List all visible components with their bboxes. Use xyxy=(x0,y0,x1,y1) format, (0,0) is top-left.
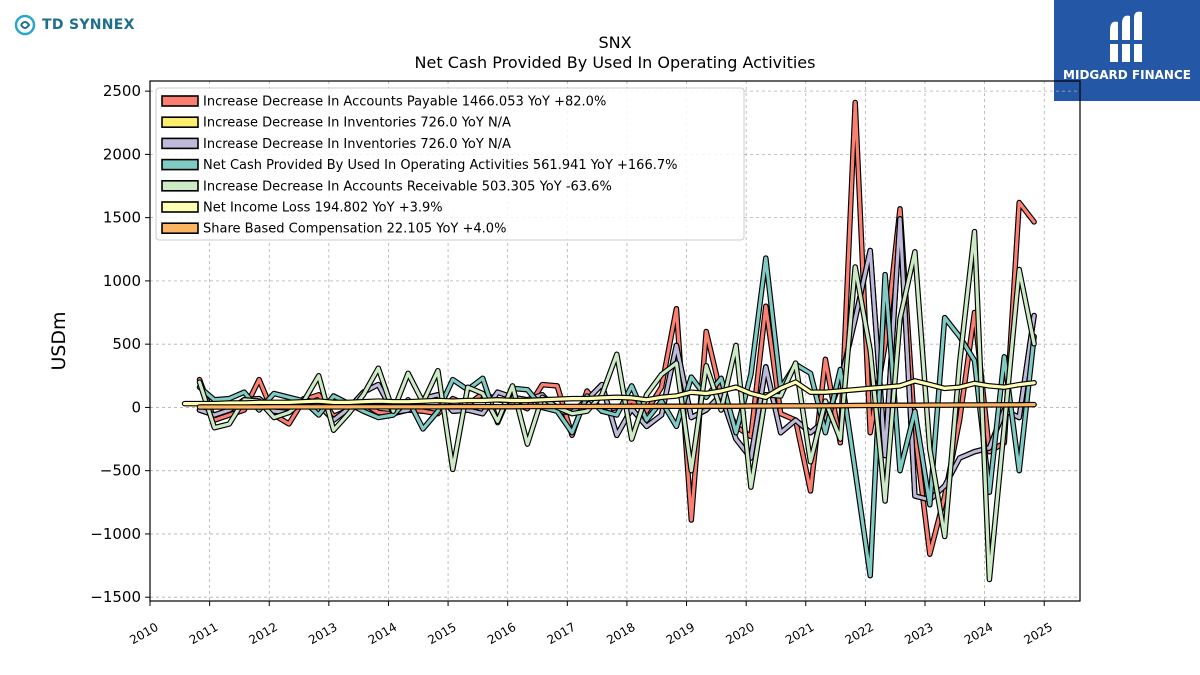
y-tick-label: 1000 xyxy=(103,272,141,290)
x-tick-label: 2019 xyxy=(664,620,697,647)
legend-swatch xyxy=(161,116,199,128)
td-synnex-logo: TD SYNNEX xyxy=(14,14,135,36)
series-line xyxy=(196,401,1037,410)
midgard-finance-logo-text: MIDGARD FINANCE xyxy=(1063,68,1191,82)
chart-title: SNX xyxy=(598,33,631,52)
x-tick-label: 2025 xyxy=(1022,620,1055,647)
y-tick-label: −500 xyxy=(100,462,141,480)
midgard-finance-logo-icon xyxy=(1110,11,1142,63)
x-tick-label: 2010 xyxy=(127,620,160,647)
series-line-stroke xyxy=(197,230,1036,582)
plot-frame xyxy=(149,80,1081,602)
x-tick-label: 2018 xyxy=(604,620,637,647)
midgard-finance-logo: MIDGARD FINANCE xyxy=(1054,0,1200,101)
series-group xyxy=(181,99,1037,583)
y-axis: −1500 −1000 −500 0 500 1000 1500 2000 2500 xyxy=(90,82,150,606)
legend-swatch xyxy=(161,95,199,107)
legend-label: Increase Decrease In Accounts Payable 14… xyxy=(203,95,606,110)
x-tick-label: 2024 xyxy=(962,620,995,647)
legend-swatch xyxy=(161,137,199,150)
x-tick-label: 2011 xyxy=(187,620,220,647)
series-line xyxy=(196,216,1037,503)
legend-swatch xyxy=(161,158,199,171)
legend-box xyxy=(155,87,745,241)
legend-label: Increase Decrease In Inventories 726.0 Y… xyxy=(203,137,511,152)
x-tick-label: 2012 xyxy=(247,620,280,647)
x-tick-label: 2020 xyxy=(723,620,756,647)
legend-label: Increase Decrease In Accounts Receivable… xyxy=(203,179,612,194)
series-line-stroke xyxy=(183,379,1036,406)
td-synnex-logo-text: TD SYNNEX xyxy=(42,17,135,33)
legend-label: Increase Decrease In Inventories 726.0 Y… xyxy=(203,116,511,131)
x-tick-label: 2016 xyxy=(485,620,518,647)
x-tick-label: 2022 xyxy=(843,620,876,647)
td-synnex-logo-icon xyxy=(14,14,36,36)
x-tick-label: 2021 xyxy=(783,620,816,647)
y-tick-label: 1500 xyxy=(103,209,141,227)
legend-label: Net Income Loss 194.802 YoY +3.9% xyxy=(203,201,443,216)
legend-swatch xyxy=(161,201,199,213)
legend-swatch xyxy=(161,180,199,192)
x-tick-label: 2014 xyxy=(366,620,399,647)
y-tick-label: −1500 xyxy=(90,588,141,606)
x-axis: 2010 2011 2012 2013 2014 2015 2016 2017 2018 2019… xyxy=(127,601,1055,647)
chart-subtitle: Net Cash Provided By Used In Operating A… xyxy=(415,53,816,72)
y-tick-label: 2500 xyxy=(103,82,141,100)
x-tick-label: 2023 xyxy=(902,620,935,647)
series-line xyxy=(181,378,1037,407)
legend: Increase Decrease In Accounts Payable 14… xyxy=(155,87,745,241)
y-axis-label: USDm xyxy=(48,311,70,370)
x-tick-label: 2015 xyxy=(425,620,458,647)
legend-label: Share Based Compensation 22.105 YoY +4.0… xyxy=(203,222,506,237)
x-tick-label: 2013 xyxy=(306,620,339,647)
series-line-stroke xyxy=(197,403,1036,409)
series-line-stroke xyxy=(197,217,1036,502)
series-line xyxy=(196,228,1037,583)
y-tick-label: 2000 xyxy=(103,145,141,163)
y-tick-label: −1000 xyxy=(90,525,141,543)
x-tick-label: 2017 xyxy=(545,620,578,647)
y-tick-label: 500 xyxy=(112,335,141,353)
legend-label: Net Cash Provided By Used In Operating A… xyxy=(203,158,677,173)
y-tick-label: 0 xyxy=(131,398,141,416)
legend-swatch xyxy=(161,222,199,234)
